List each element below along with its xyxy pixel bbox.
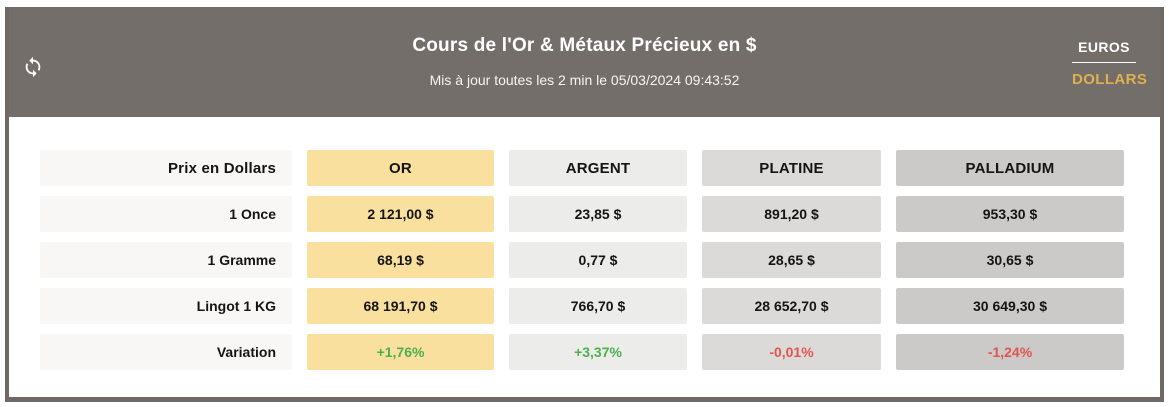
widget-title: Cours de l'Or & Métaux Précieux en $ [412,35,757,56]
widget-header: Cours de l'Or & Métaux Précieux en $ Mis… [9,7,1160,117]
column-header-palladium: PALLADIUM [896,150,1124,186]
price-lingot-palladium: 30 649,30 $ [896,288,1124,324]
variation-palladium: -1,24% [896,334,1124,370]
column-header-platine: PLATINE [702,150,881,186]
price-once-palladium: 953,30 $ [896,196,1124,232]
price-once-argent: 23,85 $ [509,196,687,232]
sync-icon [22,56,44,81]
price-gramme-platine: 28,65 $ [702,242,881,278]
price-gramme-palladium: 30,65 $ [896,242,1124,278]
price-lingot-argent: 766,70 $ [509,288,687,324]
price-gramme-argent: 0,77 $ [509,242,687,278]
row-label-gramme: 1 Gramme [40,242,292,278]
refresh-button[interactable] [20,55,46,81]
variation-platine: -0,01% [702,334,881,370]
currency-toggle: EUROS DOLLARS [1072,39,1148,88]
price-once-platine: 891,20 $ [702,196,881,232]
variation-or: +1,76% [307,334,494,370]
column-header-or: OR [307,150,494,186]
prices-table: Prix en Dollars OR ARGENT PLATINE PALLAD… [40,150,1124,370]
price-once-or: 2 121,00 $ [307,196,494,232]
column-header-argent: ARGENT [509,150,687,186]
price-lingot-platine: 28 652,70 $ [702,288,881,324]
row-label-once: 1 Once [40,196,292,232]
table-corner-label: Prix en Dollars [40,150,292,186]
price-widget-card: Cours de l'Or & Métaux Précieux en $ Mis… [5,7,1164,402]
price-gramme-or: 68,19 $ [307,242,494,278]
row-label-variation: Variation [40,334,292,370]
variation-argent: +3,37% [509,334,687,370]
currency-option-euros[interactable]: EUROS [1072,39,1136,63]
widget-subtitle: Mis à jour toutes les 2 min le 05/03/202… [429,72,740,88]
row-label-lingot: Lingot 1 KG [40,288,292,324]
price-lingot-or: 68 191,70 $ [307,288,494,324]
currency-option-dollars[interactable]: DOLLARS [1072,71,1148,88]
